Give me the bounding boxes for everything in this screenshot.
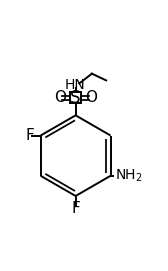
Text: O: O <box>54 90 66 105</box>
Text: S: S <box>70 89 81 107</box>
Text: F: F <box>25 128 34 143</box>
Bar <box>70 92 81 103</box>
Text: HN: HN <box>64 78 85 92</box>
Text: NH$_2$: NH$_2$ <box>115 168 142 184</box>
Text: O: O <box>86 90 98 105</box>
Text: F: F <box>71 201 80 216</box>
